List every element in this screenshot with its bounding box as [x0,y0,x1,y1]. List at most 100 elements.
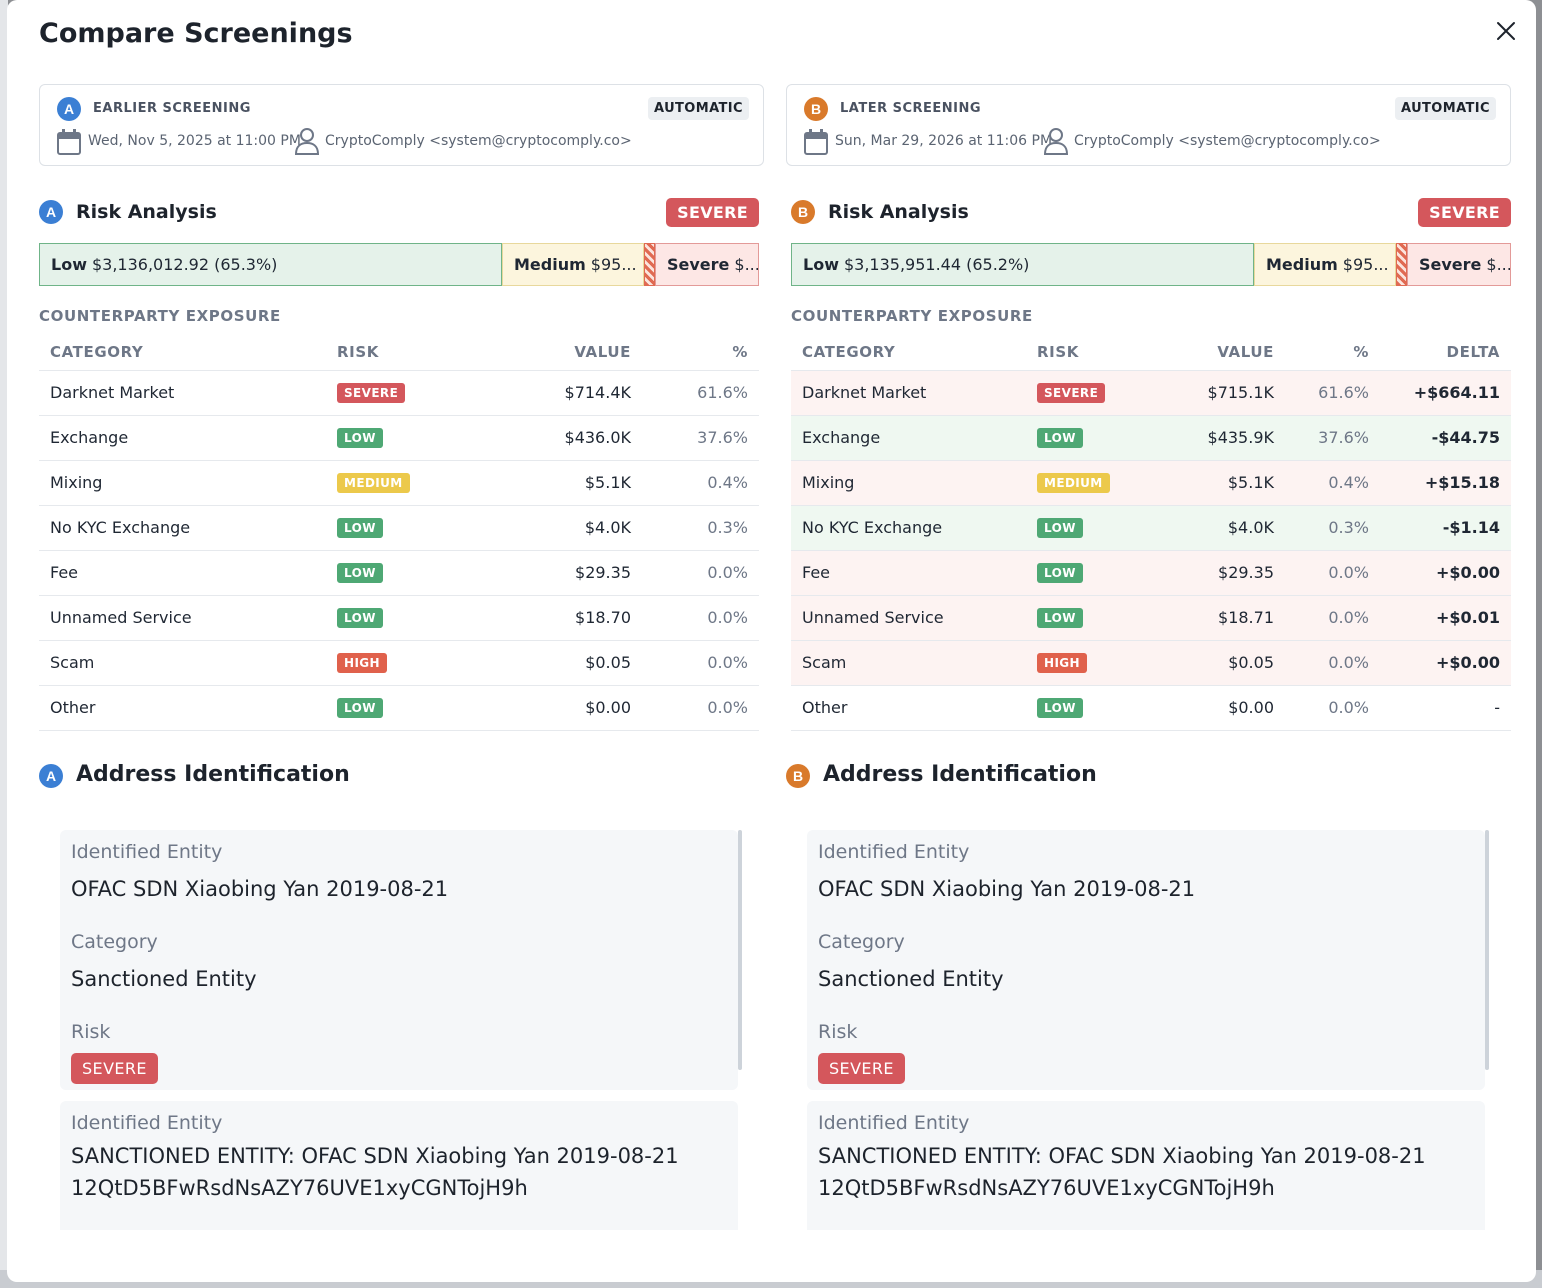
compare-screenings-modal: Compare Screenings A EARLIER SCREENING A… [7,0,1536,1282]
risk-analysis-title: Risk Analysis [76,201,217,223]
entity-card: Identified Entity OFAC SDN Xiaobing Yan … [60,830,738,1090]
bar-segment-medium[interactable]: Medium $95... [1254,243,1396,286]
entity-list-a[interactable]: Identified Entity OFAC SDN Xiaobing Yan … [60,830,742,1230]
pct-cell: 37.6% [1285,415,1380,461]
table-row[interactable]: Other LOW $0.00 0.0% - [791,685,1511,731]
table-row[interactable]: Unnamed Service LOW $18.70 0.0% [39,595,759,641]
entity-card: Identified Entity SANCTIONED ENTITY: OFA… [60,1101,738,1230]
risk-cell: MEDIUM [1026,460,1146,506]
table-row[interactable]: Scam HIGH $0.05 0.0% [39,640,759,686]
value-cell: $714.4K [472,370,642,416]
screening-a-mode-badge: AUTOMATIC [648,97,749,120]
risk-analysis-header-b: B Risk Analysis SEVERE [791,198,1511,227]
risk-badge: HIGH [337,653,388,673]
category-cell: Exchange [791,415,1026,461]
table-row[interactable]: Exchange LOW $436.0K 37.6% [39,415,759,461]
table-row[interactable]: Unnamed Service LOW $18.71 0.0% +$0.01 [791,595,1511,641]
table-row[interactable]: No KYC Exchange LOW $4.0K 0.3% [39,505,759,551]
risk-cell: LOW [1026,505,1146,551]
category-cell: No KYC Exchange [39,505,326,551]
bar-segment-severe[interactable]: Severe $... [1407,243,1511,286]
bar-segment-low[interactable]: Low $3,135,951.44 (65.2%) [791,243,1254,286]
table-row[interactable]: Exchange LOW $435.9K 37.6% -$44.75 [791,415,1511,461]
category-cell: Darknet Market [791,370,1026,416]
col-pct[interactable]: % [1285,334,1380,371]
col-value[interactable]: VALUE [1146,334,1285,371]
category-cell: No KYC Exchange [791,505,1026,551]
col-value[interactable]: VALUE [472,334,642,371]
identified-entity: OFAC SDN Xiaobing Yan 2019-08-21 [818,877,1196,901]
risk-badge: MEDIUM [1037,473,1110,493]
table-row[interactable]: Darknet Market SEVERE $714.4K 61.6% [39,370,759,416]
background-app-edge [0,0,8,1288]
pct-cell: 0.0% [1285,685,1380,731]
identified-entity: OFAC SDN Xiaobing Yan 2019-08-21 [71,877,449,901]
screening-a-header: A EARLIER SCREENING AUTOMATIC Wed, Nov 5… [39,84,764,166]
table-row[interactable]: Other LOW $0.00 0.0% [39,685,759,731]
pct-cell: 61.6% [642,370,759,416]
entity-list-b[interactable]: Identified Entity OFAC SDN Xiaobing Yan … [807,830,1489,1230]
calendar-icon [57,129,81,155]
pct-cell: 0.0% [642,640,759,686]
pct-cell: 0.0% [1285,595,1380,641]
delta-cell: -$1.14 [1380,505,1511,551]
col-category[interactable]: CATEGORY [39,334,326,371]
field-label: Identified Entity [818,841,970,863]
pct-cell: 0.3% [642,505,759,551]
table-row[interactable]: Scam HIGH $0.05 0.0% +$0.00 [791,640,1511,686]
screening-a-marker: A [39,764,63,788]
risk-cell: MEDIUM [326,460,472,506]
bar-segment-low[interactable]: Low $3,136,012.92 (65.3%) [39,243,502,286]
bar-segment-high[interactable] [1396,243,1407,286]
category-cell: Darknet Market [39,370,326,416]
identified-entity: SANCTIONED ENTITY: OFAC SDN Xiaobing Yan… [818,1144,1426,1200]
close-icon[interactable] [1495,20,1517,42]
scrollbar[interactable] [738,830,742,1070]
entity-risk-badge: SEVERE [818,1053,905,1084]
risk-badge: LOW [337,608,383,628]
screening-b-date: Sun, Mar 29, 2026 at 11:06 PM [835,133,1053,149]
screening-a-user: CryptoComply <system@cryptocomply.co> [325,133,632,149]
address-identification-header-a: A Address Identification [39,762,759,792]
table-row[interactable]: Darknet Market SEVERE $715.1K 61.6% +$664.11 [791,370,1511,416]
pct-cell: 0.3% [1285,505,1380,551]
entity-category: Sanctioned Entity [71,967,257,991]
table-row[interactable]: Fee LOW $29.35 0.0% [39,550,759,596]
table-row[interactable]: Mixing MEDIUM $5.1K 0.4% +$15.18 [791,460,1511,506]
value-cell: $0.00 [1146,685,1285,731]
scrollbar[interactable] [1485,830,1489,1070]
col-risk[interactable]: RISK [1026,334,1146,371]
entity-card: Identified Entity OFAC SDN Xiaobing Yan … [807,830,1485,1090]
bar-segment-high[interactable] [644,243,655,286]
col-delta[interactable]: DELTA [1380,334,1511,371]
pct-cell: 0.0% [642,685,759,731]
value-cell: $18.70 [472,595,642,641]
col-risk[interactable]: RISK [326,334,472,371]
value-cell: $5.1K [472,460,642,506]
risk-badge: LOW [337,428,383,448]
delta-cell: -$44.75 [1380,415,1511,461]
value-cell: $5.1K [1146,460,1285,506]
screening-b-mode-badge: AUTOMATIC [1395,97,1496,120]
screening-a-marker: A [57,97,81,121]
category-cell: Exchange [39,415,326,461]
risk-badge: HIGH [1037,653,1088,673]
risk-badge: LOW [337,518,383,538]
value-cell: $4.0K [472,505,642,551]
col-pct[interactable]: % [642,334,759,371]
counterparty-exposure-label: COUNTERPARTY EXPOSURE [39,307,281,325]
bar-segment-severe[interactable]: Severe $... [655,243,759,286]
field-label: Category [71,931,158,953]
col-category[interactable]: CATEGORY [791,334,1026,371]
category-cell: Fee [791,550,1026,596]
table-row[interactable]: No KYC Exchange LOW $4.0K 0.3% -$1.14 [791,505,1511,551]
table-row[interactable]: Fee LOW $29.35 0.0% +$0.00 [791,550,1511,596]
bar-segment-medium[interactable]: Medium $95... [502,243,644,286]
address-identification-title: Address Identification [823,762,1097,787]
table-row[interactable]: Mixing MEDIUM $5.1K 0.4% [39,460,759,506]
exposure-table-a: CATEGORY RISK VALUE % Darknet Market SEVE… [39,334,759,731]
screening-b-user: CryptoComply <system@cryptocomply.co> [1074,133,1381,149]
risk-badge: LOW [337,563,383,583]
entity-risk-badge: SEVERE [71,1053,158,1084]
value-cell: $0.05 [1146,640,1285,686]
